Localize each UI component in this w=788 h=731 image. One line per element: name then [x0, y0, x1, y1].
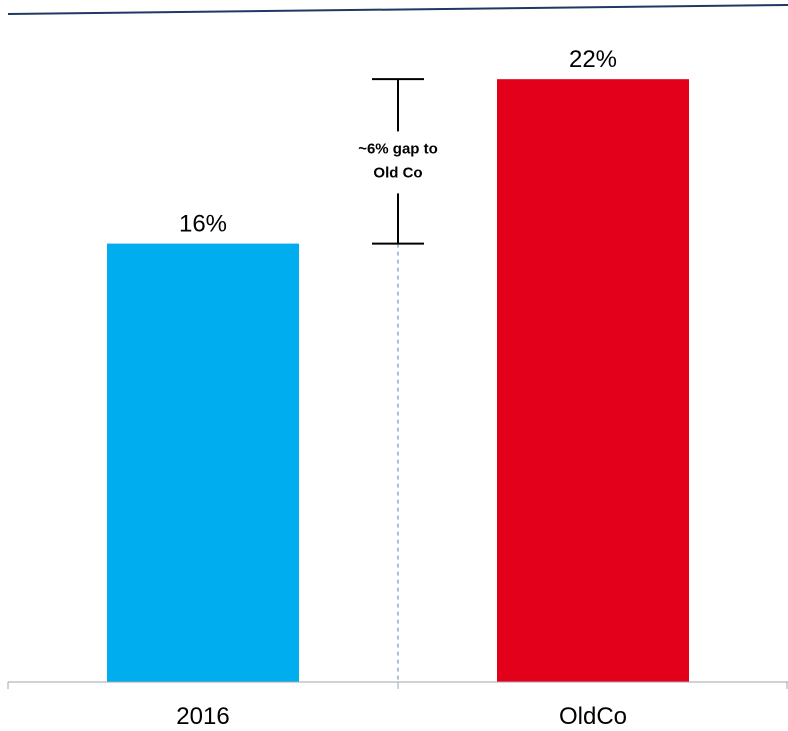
gap-annotation-line-1: ~6% gap to — [358, 140, 438, 157]
x-tick-label: OldCo — [559, 703, 627, 730]
gap-annotation-line-2: Old Co — [373, 164, 422, 181]
bar-2016 — [107, 243, 299, 682]
gap-bracket — [372, 78, 424, 245]
labels-group: 16% 2016 22% OldCo — [176, 46, 627, 730]
top-rule — [7, 4, 788, 15]
x-tick-label: 2016 — [176, 703, 229, 730]
bars-group — [107, 79, 689, 683]
bar-value-label: 22% — [569, 46, 617, 73]
bar-oldco — [497, 79, 689, 683]
bar-value-label: 16% — [179, 211, 227, 238]
